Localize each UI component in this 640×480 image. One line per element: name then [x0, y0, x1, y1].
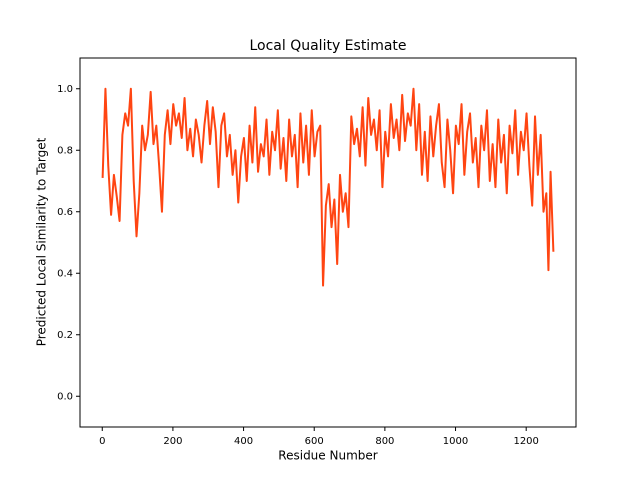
line-series [101, 87, 555, 287]
x-tick-label: 1000 [443, 436, 468, 447]
y-tick-label: 0.8 [57, 145, 73, 156]
x-tick-label: 400 [234, 436, 253, 447]
x-tick-label: 0 [99, 436, 105, 447]
x-tick-label: 1200 [513, 436, 538, 447]
plot-frame [79, 57, 577, 428]
y-tick-label: 0.4 [57, 268, 73, 279]
y-axis-label: Predicted Local Similarity to Target [35, 137, 49, 346]
y-tick-label: 0.2 [57, 330, 73, 341]
chart-title: Local Quality Estimate [249, 38, 406, 54]
x-axis-label: Residue Number [278, 449, 377, 463]
y-tick-label: 0.6 [57, 207, 73, 218]
x-tick-label: 800 [375, 436, 394, 447]
y-tick-label: 1.0 [57, 84, 73, 95]
y-tick-label: 0.0 [57, 391, 73, 402]
x-tick-label: 200 [163, 436, 182, 447]
x-tick-label: 600 [305, 436, 324, 447]
